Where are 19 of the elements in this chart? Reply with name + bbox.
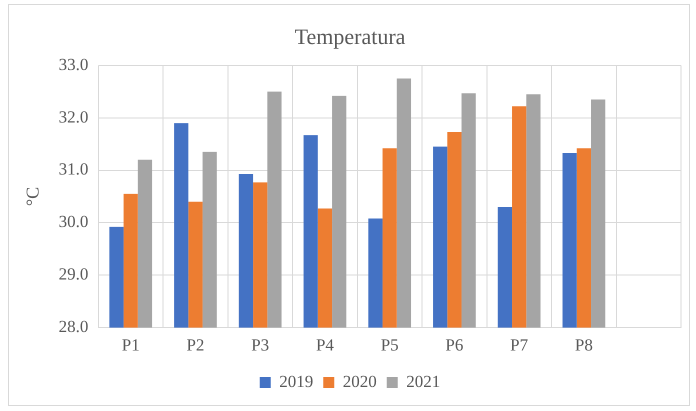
x-tick-label: P7 [510,335,529,354]
y-tick-label: 30.0 [58,212,88,232]
x-tick-label: P5 [380,335,399,354]
x-tick-label: P2 [186,335,204,354]
x-tick-label: P4 [316,335,334,354]
y-tick-label: 31.0 [58,160,88,179]
x-tick-label: P1 [122,335,140,354]
x-tick-label: P3 [251,335,270,354]
chart-title: Temperatura [294,24,406,49]
x-tick-label: P8 [574,335,593,354]
y-tick-label: 28.0 [58,317,88,336]
y-tick-label: 29.0 [58,264,88,284]
legend-label: 2019 [279,372,314,391]
legend-label: 2021 [406,372,440,391]
y-tick-label: 33.0 [58,54,88,74]
y-axis-title: °C [22,186,43,206]
x-tick-label: P6 [445,335,464,354]
y-tick-label: 32.0 [58,107,88,126]
legend-label: 2020 [342,372,377,391]
